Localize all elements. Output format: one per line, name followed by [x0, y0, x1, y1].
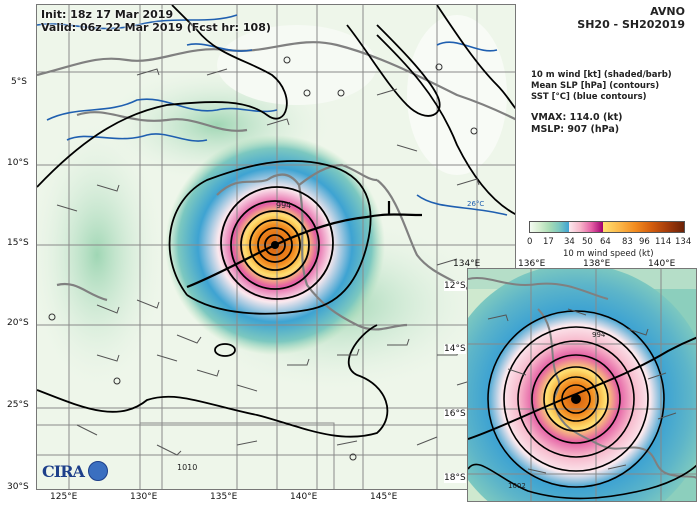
colorbar-segment-34-64: [568, 222, 604, 232]
mslp-value: MSLP: 907 (hPa): [531, 124, 620, 135]
cira-logo-text: CIRA: [42, 461, 85, 481]
inset-lat-label-18s: 18°S: [444, 473, 466, 483]
lon-label-130e: 130°E: [130, 492, 158, 502]
inset-lon-label-140e: 140°E: [648, 259, 676, 269]
cbar-tick-134: 134: [675, 237, 692, 247]
inset-lon-label-138e: 138°E: [583, 259, 611, 269]
cira-globe-icon: [87, 461, 108, 481]
wind-colorbar: [529, 221, 685, 233]
inset-map-canvas: [468, 269, 696, 501]
lon-label-140e: 140°E: [290, 492, 318, 502]
cbar-tick-0: 0: [527, 237, 533, 247]
inset-map: 994 1002: [467, 268, 697, 502]
legend-sst: SST [°C] (blue contours): [531, 92, 647, 102]
inset-lon-label-134e: 134°E: [453, 259, 481, 269]
lat-label-10s: 10°S: [7, 158, 29, 168]
valid-time-label: Valid: 06z 22 Mar 2019 (Fcst hr: 108): [41, 21, 271, 34]
contour-label-1010: 1010: [177, 463, 198, 472]
legend-block: 10 m wind [kt] (shaded/barb) Mean SLP [h…: [531, 70, 672, 136]
cira-logo: CIRA: [42, 461, 108, 481]
contour-label-994: 994: [276, 201, 292, 210]
lon-label-145e: 145°E: [370, 492, 398, 502]
lat-label-20s: 20°S: [7, 318, 29, 328]
colorbar-segment-0-34: [530, 222, 569, 232]
inset-contour-label-994: 994: [592, 331, 606, 339]
cbar-tick-96: 96: [639, 237, 650, 247]
colorbar-label: 10 m wind speed (kt): [563, 249, 654, 259]
inset-lon-label-136e: 136°E: [518, 259, 546, 269]
main-map: Init: 18z 17 Mar 2019 Valid: 06z 22 Mar …: [36, 4, 516, 490]
lat-label-5s: 5°S: [11, 77, 27, 87]
lat-label-30s: 30°S: [7, 482, 29, 492]
inset-lat-label-14s: 14°S: [444, 344, 466, 354]
lon-label-125e: 125°E: [50, 492, 78, 502]
storm-id: SH20 - SH202019: [577, 18, 685, 31]
vmax-value: VMAX: 114.0 (kt): [531, 112, 623, 123]
title-block: AVNO SH20 - SH202019: [577, 5, 685, 31]
cbar-tick-50: 50: [582, 237, 593, 247]
inset-contour-label-1002: 1002: [508, 482, 526, 490]
cbar-tick-34: 34: [564, 237, 575, 247]
init-time-label: Init: 18z 17 Mar 2019: [41, 8, 174, 21]
cbar-tick-64: 64: [600, 237, 611, 247]
cbar-tick-17: 17: [543, 237, 554, 247]
legend-wind: 10 m wind [kt] (shaded/barb): [531, 70, 672, 80]
cbar-tick-114: 114: [655, 237, 672, 247]
main-map-canvas: [37, 5, 515, 489]
lon-label-135e: 135°E: [210, 492, 238, 502]
inset-storm-center-icon: [571, 394, 581, 404]
storm-center-icon: [271, 241, 279, 249]
inset-lat-label-16s: 16°S: [444, 409, 466, 419]
model-name: AVNO: [650, 5, 685, 18]
lat-label-15s: 15°S: [7, 238, 29, 248]
sst-label: 26°C: [467, 200, 485, 208]
cbar-tick-83: 83: [622, 237, 633, 247]
inset-lat-label-12s: 12°S: [444, 281, 466, 291]
legend-slp: Mean SLP [hPa] (contours): [531, 81, 660, 91]
lat-label-25s: 25°S: [7, 400, 29, 410]
colorbar-segment-64-134: [603, 222, 684, 232]
